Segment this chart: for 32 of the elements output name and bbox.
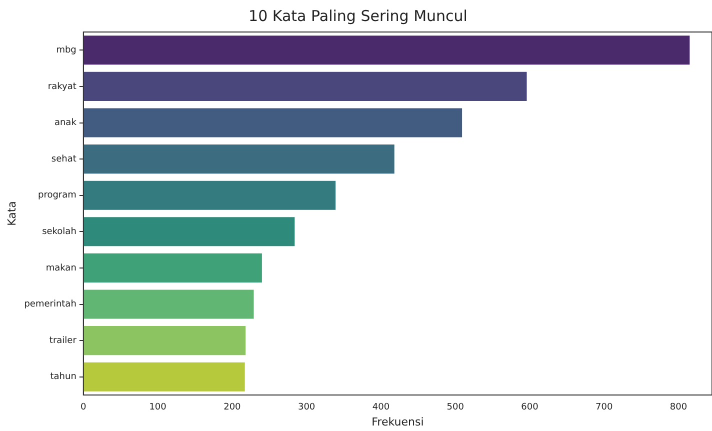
x-tick-label: 200	[224, 402, 242, 413]
bar	[83, 290, 254, 319]
y-tick-label: rakyat	[48, 82, 77, 92]
y-axis-title: Kata	[5, 201, 18, 226]
bar	[83, 253, 262, 282]
chart-title: 10 Kata Paling Sering Muncul	[248, 6, 468, 25]
y-tick-label: pemerintah	[24, 300, 76, 310]
x-tick-label: 800	[670, 402, 688, 413]
bar	[83, 144, 394, 174]
x-tick-label: 400	[372, 402, 390, 413]
x-tick-label: 700	[596, 402, 613, 413]
y-tick-label: sehat	[51, 154, 77, 164]
x-tick-label: 100	[149, 402, 167, 413]
x-tick-label: 500	[446, 402, 464, 413]
bar	[83, 217, 295, 246]
x-tick-label: 300	[298, 402, 316, 413]
bar	[83, 362, 245, 392]
x-tick-label: 0	[80, 402, 87, 413]
bar	[83, 326, 246, 356]
y-tick-label: mbg	[56, 45, 76, 56]
x-tick-label: 600	[521, 402, 539, 413]
y-tick-label: sekolah	[42, 226, 76, 237]
y-tick-label: trailer	[49, 336, 77, 346]
bar	[83, 36, 690, 65]
y-tick-label: anak	[54, 118, 78, 128]
y-tick-label: makan	[46, 263, 76, 274]
bar	[83, 108, 462, 138]
bar	[83, 180, 336, 210]
bar	[83, 72, 527, 101]
x-axis-title: Frekuensi	[372, 415, 424, 428]
y-tick-label: program	[38, 190, 76, 201]
y-tick-label: tahun	[50, 372, 76, 382]
